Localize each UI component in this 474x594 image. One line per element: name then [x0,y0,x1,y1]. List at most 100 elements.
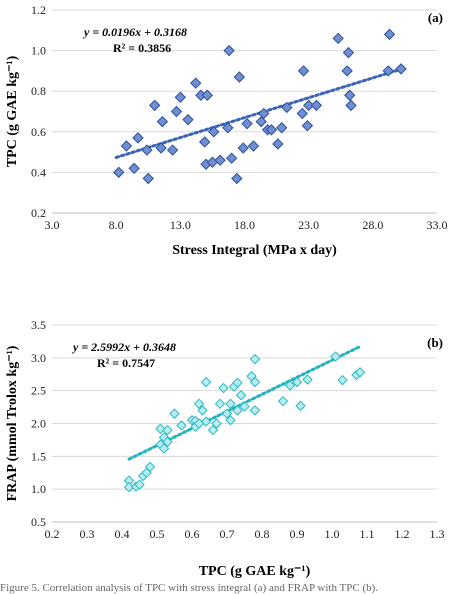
x-axis-title: TPC (g GAE kg⁻¹) [199,564,311,579]
panel-label: (b) [427,335,443,350]
regression-equation: y = 0.0196x + 0.3168 [82,25,187,39]
data-point [176,420,187,431]
data-point [134,479,145,490]
data-point [223,44,235,57]
data-point [310,99,323,112]
regression-equation: y = 2.5992x + 0.3648 [71,340,176,354]
x-tick-label: 0.9 [290,527,305,541]
data-point [200,416,212,427]
data-point [383,28,396,41]
y-tick-label: 1.5 [31,449,46,463]
data-point [148,99,161,112]
x-tick-label: 0.6 [185,527,200,541]
panel-label: (a) [428,10,443,25]
data-point [162,436,173,448]
data-point [235,390,247,401]
y-axis-title: FRAP (mmol Trolox kg⁻¹) [5,345,20,501]
data-point [281,101,293,114]
x-tick-label: 0.2 [45,527,60,541]
y-tick-label: 0.2 [31,206,46,220]
data-point [265,124,278,136]
x-tick-label: 1.2 [395,527,410,541]
data-point [332,32,344,45]
data-point [297,65,310,77]
data-point [337,374,348,386]
x-tick-label: 1.3 [430,527,445,541]
data-point [141,144,153,156]
data-point [231,172,243,185]
data-point [249,405,261,416]
x-tick-label: 3.0 [45,218,60,232]
data-point [241,117,253,130]
data-point [237,142,249,154]
data-point [247,140,260,152]
x-axis-title: Stress Integral (MPa x day) [172,243,337,258]
data-point [199,136,211,148]
y-tick-label: 1.0 [31,44,46,58]
data-point [354,367,366,378]
data-point [233,71,246,83]
data-point [225,415,236,426]
data-point [330,351,341,362]
data-point [170,105,183,118]
x-tick-label: 0.8 [255,527,270,541]
r-squared: R² = 0.3856 [113,41,171,55]
data-point [302,374,313,385]
data-point [128,162,140,175]
x-tick-label: 0.4 [115,527,130,541]
data-point [302,99,315,112]
data-point [272,138,284,150]
data-point [232,377,243,388]
y-tick-label: 1.0 [31,482,46,496]
data-point [239,401,250,412]
data-point [277,395,289,407]
data-point [225,398,236,410]
data-point [162,424,173,436]
data-point [395,63,407,75]
data-point [232,405,243,416]
trendline [114,68,400,159]
y-tick-label: 1.2 [31,3,46,17]
data-point [144,461,156,473]
x-tick-label: 0.7 [220,527,235,541]
x-tick-label: 8.0 [109,218,124,232]
data-point [225,152,238,164]
data-point [249,376,261,388]
data-point [342,46,355,59]
data-point [207,126,220,138]
data-point [169,408,180,419]
data-point [276,122,288,134]
data-point [382,65,394,77]
data-point [142,172,154,185]
data-point [296,107,308,120]
data-point [221,408,233,419]
y-tick-label: 2.5 [31,384,46,398]
data-point [174,91,187,103]
y-tick-label: 0.8 [31,84,46,98]
data-point [344,89,356,101]
y-tick-label: 0.4 [31,165,46,179]
data-point [214,154,226,166]
data-point [214,398,226,410]
x-tick-label: 0.3 [80,527,95,541]
data-point [156,115,169,128]
data-point [291,376,303,388]
data-point [341,65,353,77]
data-point [201,89,213,101]
y-axis-title: TPC (g GAE kg⁻¹) [5,55,20,167]
data-point [258,107,270,120]
x-tick-label: 0.5 [150,527,165,541]
data-point [155,142,167,154]
x-tick-label: 1.0 [325,527,340,541]
x-tick-label: 18.0 [234,218,255,232]
x-tick-label: 28.0 [362,218,383,232]
r-squared: R² = 0.7547 [97,356,155,370]
y-tick-label: 2.0 [31,417,46,431]
y-tick-label: 0.6 [31,125,46,139]
x-tick-label: 23.0 [298,218,319,232]
data-point [158,443,170,454]
data-point [345,99,357,112]
y-tick-label: 3.5 [31,318,46,332]
x-tick-label: 1.1 [360,527,375,541]
